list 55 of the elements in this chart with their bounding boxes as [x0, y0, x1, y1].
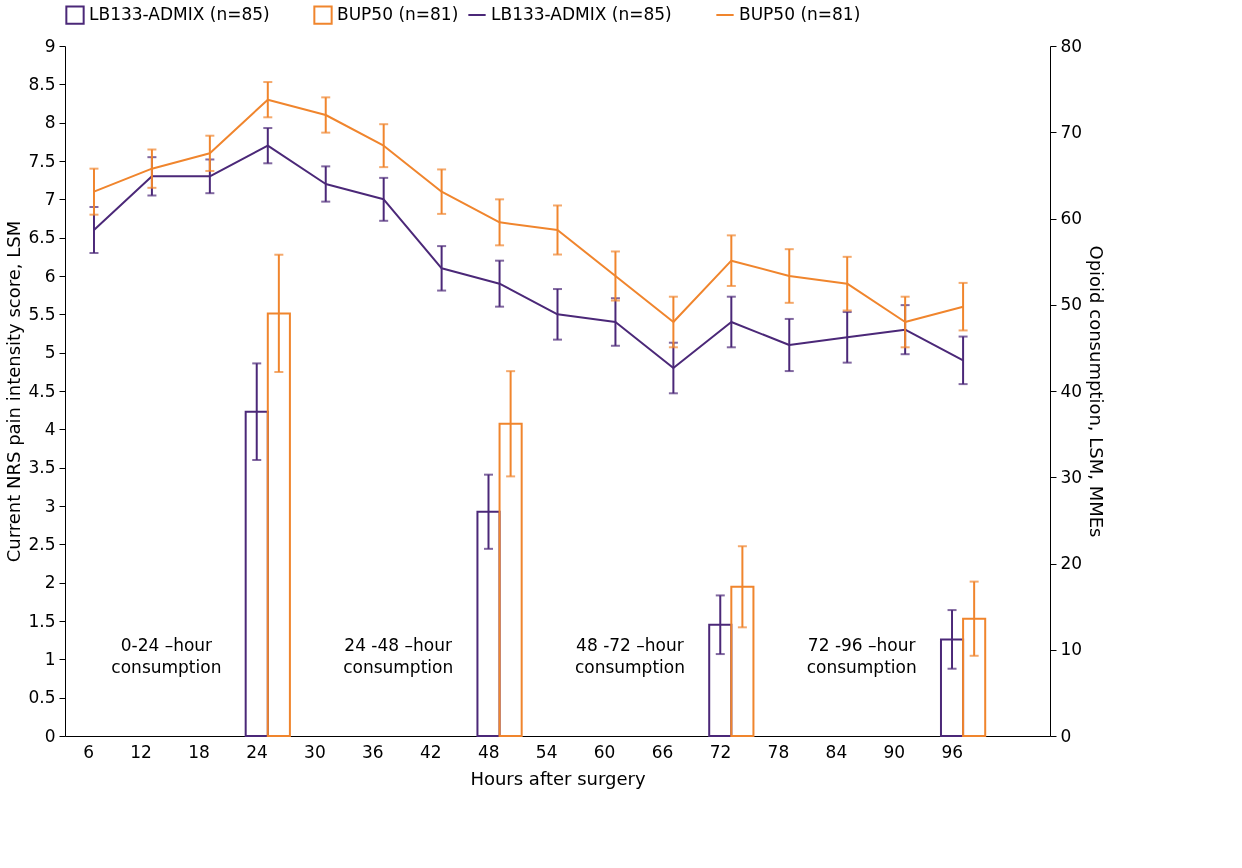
- y2-tick-label: 10: [1060, 639, 1083, 660]
- legend-label: BUP50 (n=81): [337, 4, 459, 25]
- legend-label: LB133-ADMIX (n=85): [89, 4, 270, 25]
- x-tick-label: 66: [651, 741, 674, 762]
- x-tick-label: 84: [825, 741, 848, 762]
- y-tick-label: 6: [44, 265, 56, 286]
- y-tick-label: 0.5: [28, 687, 56, 708]
- x-tick-label: 90: [883, 741, 906, 762]
- y-tick-label: 9: [44, 35, 56, 56]
- y-tick-label: 4.5: [28, 380, 56, 401]
- y-axis-title: Current NRS pain intensity score, LSM: [3, 220, 25, 563]
- x-tick-label: 18: [188, 741, 210, 762]
- x-tick-label: 12: [130, 741, 152, 762]
- annotation: 72 -96 –hour consumption: [806, 635, 917, 678]
- y-tick-label: 6.5: [28, 227, 56, 248]
- y-tick-label: 7.5: [28, 150, 56, 171]
- annotation: 24 -48 –hour consumption: [343, 635, 454, 678]
- y2-tick-label: 80: [1060, 35, 1083, 56]
- y2-axis-title: Opioid consumption, LSM, MMEs: [1086, 245, 1108, 538]
- y2-tick-label: 60: [1060, 208, 1083, 228]
- annotation: 0-24 –hour consumption: [111, 635, 222, 678]
- y2-tick-label: 30: [1060, 466, 1083, 487]
- x-tick-label: 78: [767, 741, 790, 762]
- x-tick-label: 36: [362, 741, 384, 762]
- annotation: 48 -72 –hour consumption: [574, 635, 685, 678]
- y-tick-label: 4: [44, 418, 56, 439]
- y2-tick-label: 0: [1060, 725, 1072, 746]
- y-tick-label: 7: [44, 188, 56, 209]
- y-tick-label: 0: [44, 725, 56, 746]
- y-tick-label: 1.5: [28, 610, 56, 631]
- y2-tick-label: 40: [1060, 380, 1083, 401]
- y-tick-label: 8.5: [28, 73, 56, 94]
- x-tick-label: 72: [709, 741, 732, 762]
- y-tick-label: 5: [44, 342, 56, 363]
- y-tick-label: 3: [44, 495, 56, 516]
- x-tick-label: 96: [941, 741, 964, 762]
- x-tick-label: 54: [535, 741, 558, 762]
- y2-tick-label: 50: [1060, 294, 1083, 315]
- y-tick-label: 1: [44, 648, 56, 669]
- y-tick-label: 2.5: [28, 533, 56, 554]
- y2-tick-label: 70: [1060, 121, 1083, 142]
- legend-label: LB133-ADMIX (n=85): [491, 4, 672, 24]
- y-tick-label: 3.5: [28, 457, 56, 478]
- y-tick-label: 5.5: [28, 303, 56, 324]
- legend-label: BUP50 (n=81): [739, 4, 861, 24]
- y-tick-label: 8: [44, 112, 56, 133]
- x-axis-title: Hours after surgery: [470, 767, 646, 789]
- y2-tick-label: 20: [1060, 553, 1083, 573]
- x-tick-label: 24: [246, 741, 268, 762]
- x-tick-label: 30: [304, 741, 326, 762]
- x-tick-label: 6: [83, 741, 94, 762]
- x-tick-label: 42: [419, 741, 442, 762]
- y-tick-label: 2: [44, 572, 56, 593]
- x-tick-label: 60: [593, 741, 616, 762]
- x-tick-label: 48: [477, 741, 500, 762]
